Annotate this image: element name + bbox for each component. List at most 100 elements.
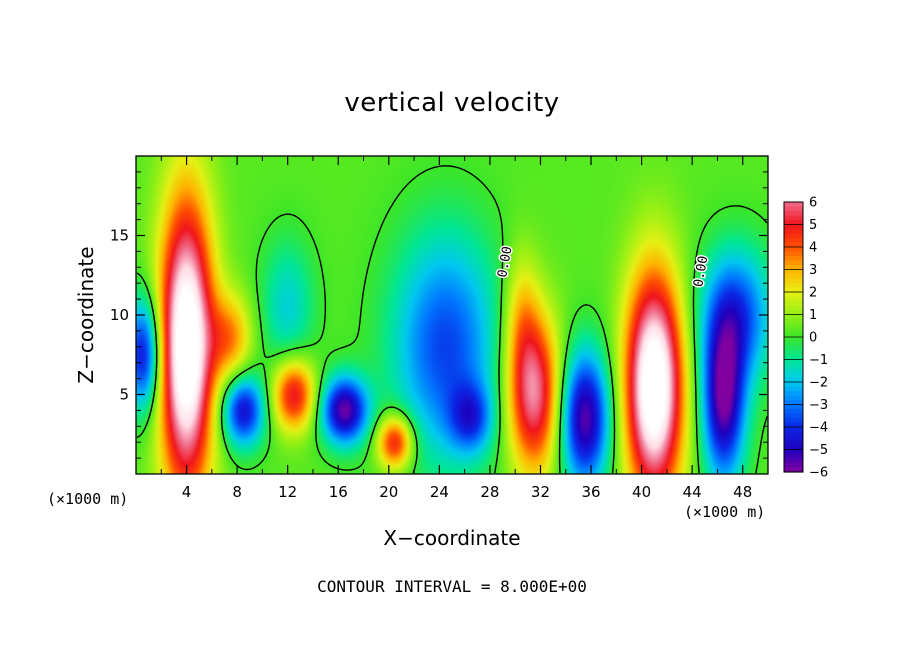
- colorbar-swatch: [784, 382, 803, 388]
- contour-label: 0.00: [691, 255, 711, 288]
- y-tick-label: 10: [110, 306, 129, 324]
- colorbar-tick-label: −6: [809, 466, 828, 481]
- colorbar-swatch: [784, 364, 803, 370]
- x-tick-label: 36: [581, 483, 600, 501]
- zero-contour-line: [136, 165, 768, 474]
- colorbar-swatch: [784, 463, 803, 469]
- contour-layer: 0.00 0.00: [136, 165, 768, 474]
- colorbar-tick-label: −3: [809, 398, 828, 413]
- colorbar-tick-label: 6: [809, 196, 817, 211]
- colorbar-swatch: [784, 467, 803, 473]
- colorbar-swatch: [784, 238, 803, 244]
- x-tick-label: 48: [733, 483, 752, 501]
- colorbar-swatch: [784, 418, 803, 424]
- colorbar-swatch: [784, 229, 803, 235]
- colorbar-swatch: [784, 458, 803, 464]
- colorbar-swatch: [784, 251, 803, 257]
- heatmap-field: [136, 156, 768, 474]
- colorbar-swatch: [784, 269, 803, 275]
- colorbar-swatch: [784, 215, 803, 221]
- colorbar-swatch: [784, 319, 803, 325]
- colorbar-swatch: [784, 220, 803, 226]
- colorbar-tick-label: −1: [809, 353, 828, 368]
- colorbar-swatch: [784, 211, 803, 217]
- colorbar-swatch: [784, 287, 803, 293]
- colorbar-swatch: [784, 242, 803, 248]
- y-tick-label: 5: [119, 386, 129, 404]
- colorbar-tick-label: 4: [809, 241, 817, 256]
- x-tick-label: 32: [531, 483, 550, 501]
- colorbar-swatch: [784, 346, 803, 352]
- contour-interval-note: CONTOUR INTERVAL = 8.000E+00: [317, 577, 587, 596]
- colorbar-swatch: [784, 359, 803, 365]
- colorbar-swatch: [784, 404, 803, 410]
- x-tick-label: 44: [683, 483, 702, 501]
- colorbar-swatch: [784, 355, 803, 361]
- colorbar-swatch: [784, 350, 803, 356]
- colorbar-swatch: [784, 377, 803, 383]
- colorbar-swatch: [784, 283, 803, 289]
- y-tick-label: 15: [110, 227, 129, 245]
- colorbar-swatch: [784, 445, 803, 451]
- colorbar-swatch: [784, 256, 803, 262]
- colorbar-swatch: [784, 323, 803, 329]
- colorbar-swatch: [784, 301, 803, 307]
- colorbar-swatch: [784, 310, 803, 316]
- x-tick-label: 20: [379, 483, 398, 501]
- colorbar-tick-label: 5: [809, 218, 817, 233]
- colorbar-swatch: [784, 305, 803, 311]
- contour-label: 0.00: [495, 245, 515, 278]
- colorbar-swatch: [784, 368, 803, 374]
- colorbar-swatch: [784, 395, 803, 401]
- colorbar-swatch: [784, 454, 803, 460]
- x-tick-label: 28: [480, 483, 499, 501]
- colorbar-swatch: [784, 296, 803, 302]
- colorbar-tick-label: 0: [809, 331, 817, 346]
- colorbar-swatch: [784, 328, 803, 334]
- x-tick-label: 8: [232, 483, 242, 501]
- x-unit-right: (×1000 m): [684, 503, 766, 521]
- colorbar-tick-label: −5: [809, 443, 828, 458]
- colorbar-tick-label: 3: [809, 263, 817, 278]
- colorbar-swatch: [784, 233, 803, 239]
- colorbar-swatch: [784, 337, 803, 343]
- x-axis-label: X−coordinate: [383, 526, 521, 550]
- x-tick-label: 4: [182, 483, 192, 501]
- colorbar-swatch: [784, 409, 803, 415]
- colorbar-swatch: [784, 373, 803, 379]
- colorbar-swatch: [784, 436, 803, 442]
- colorbar-tick-label: −4: [809, 421, 828, 436]
- colorbar-swatch: [784, 314, 803, 320]
- y-axis-label: Z−coordinate: [74, 246, 98, 384]
- x-tick-label: 24: [430, 483, 449, 501]
- colorbar-swatch: [784, 400, 803, 406]
- colorbar-swatch: [784, 431, 803, 437]
- colorbar-swatch: [784, 440, 803, 446]
- x-tick-label: 40: [632, 483, 651, 501]
- colorbar-swatch: [784, 391, 803, 397]
- colorbar: 6 5 4 3 2 1 0 −1 −2 −3 −4 −5 −6: [783, 196, 828, 481]
- colorbar-swatch: [784, 224, 803, 230]
- colorbar-tick-label: 1: [809, 308, 817, 323]
- colorbar-swatch: [784, 427, 803, 433]
- x-tick-label: 16: [329, 483, 348, 501]
- x-tick-label: 12: [278, 483, 297, 501]
- colorbar-swatch: [784, 260, 803, 266]
- colorbar-swatch: [784, 202, 803, 208]
- colorbar-swatch: [784, 449, 803, 455]
- colorbar-tick-label: 2: [809, 286, 817, 301]
- colorbar-swatch: [784, 206, 803, 212]
- colorbar-swatch: [784, 292, 803, 298]
- colorbar-swatch: [784, 386, 803, 392]
- colorbar-swatch: [784, 422, 803, 428]
- colorbar-tick-label: −2: [809, 376, 828, 391]
- colorbar-swatch: [784, 413, 803, 419]
- colorbar-swatch: [784, 278, 803, 284]
- colorbar-swatch: [784, 247, 803, 253]
- colorbar-swatch: [784, 341, 803, 347]
- colorbar-swatch: [784, 332, 803, 338]
- colorbar-swatch: [784, 274, 803, 280]
- x-unit-left: (×1000 m): [47, 490, 129, 508]
